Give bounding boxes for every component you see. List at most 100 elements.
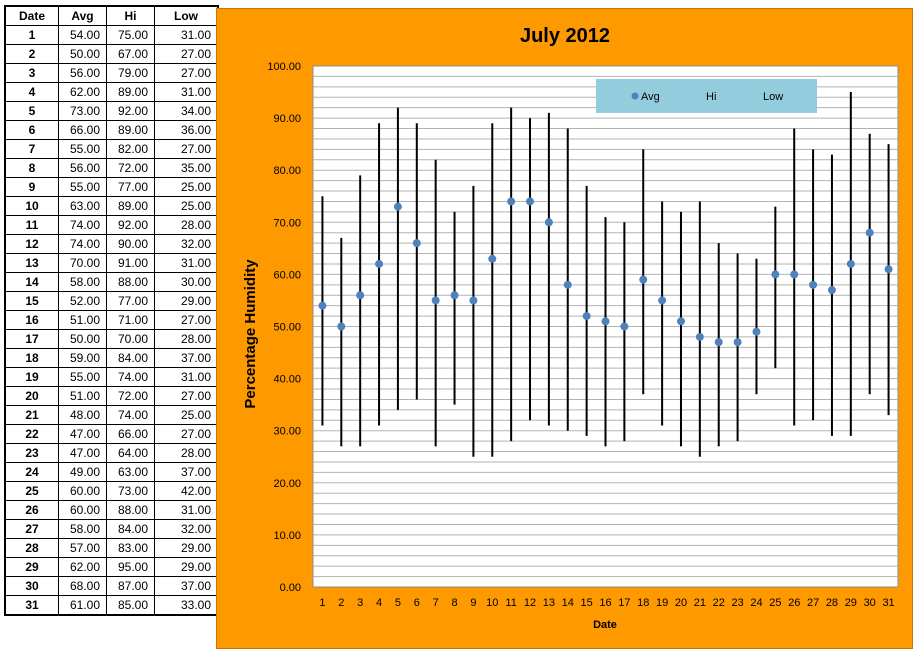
cell-hi: 72.00: [106, 158, 155, 178]
avg-point: [450, 291, 459, 300]
cell-hi: 89.00: [106, 196, 155, 216]
cell-hi: 90.00: [106, 234, 155, 254]
header-avg: Avg: [58, 5, 107, 26]
cell-hi: 88.00: [106, 272, 155, 292]
cell-avg: 66.00: [58, 120, 107, 140]
cell-avg: 47.00: [58, 424, 107, 444]
cell-low: 29.00: [154, 538, 219, 558]
cell-hi: 77.00: [106, 177, 155, 197]
avg-point: [658, 296, 667, 305]
x-axis-tick-labels: 1 2 3 4 5 6 7 8 9 10 11 12 13 14 15 16 17 18 19 20 21 22 23 24 2…: [319, 597, 894, 609]
chart-panel: July 2012 0.00 10.00 20.00 30.00 40.00 50.00 6…: [216, 8, 913, 649]
cell-hi: 84.00: [106, 348, 155, 368]
x-tick-label: 14: [562, 597, 574, 609]
cell-low: 27.00: [154, 63, 219, 83]
cell-date: 20: [4, 386, 59, 406]
avg-point: [620, 322, 629, 331]
avg-point: [318, 301, 327, 310]
y-tick-label: 10.00: [273, 530, 301, 542]
table-row: 23 47.00 64.00 28.00: [4, 443, 219, 463]
table-row: 30 68.00 87.00 37.00: [4, 576, 219, 596]
avg-point: [733, 338, 742, 347]
table-body: 1 54.00 75.00 31.00 2 50.00 67.00 27.00 3 56.00 79…: [4, 25, 219, 616]
cell-low: 28.00: [154, 215, 219, 235]
x-tick-label: 17: [618, 597, 630, 609]
table-row: 3 56.00 79.00 27.00: [4, 63, 219, 83]
x-tick-label: 22: [713, 597, 725, 609]
cell-avg: 51.00: [58, 310, 107, 330]
cell-date: 3: [4, 63, 59, 83]
legend-avg-label: Avg: [641, 91, 660, 103]
x-tick-label: 19: [656, 597, 668, 609]
cell-low: 29.00: [154, 291, 219, 311]
x-tick-label: 4: [376, 597, 382, 609]
cell-avg: 68.00: [58, 576, 107, 596]
cell-date: 28: [4, 538, 59, 558]
header-hi: Hi: [106, 5, 155, 26]
cell-date: 12: [4, 234, 59, 254]
cell-avg: 49.00: [58, 462, 107, 482]
cell-hi: 75.00: [106, 25, 155, 45]
cell-date: 2: [4, 44, 59, 64]
y-tick-label: 20.00: [273, 478, 301, 490]
table-row: 13 70.00 91.00 31.00: [4, 253, 219, 273]
avg-point: [790, 270, 799, 279]
avg-point: [695, 332, 704, 341]
cell-avg: 62.00: [58, 82, 107, 102]
cell-date: 7: [4, 139, 59, 159]
table-row: 16 51.00 71.00 27.00: [4, 310, 219, 330]
table-row: 21 48.00 74.00 25.00: [4, 405, 219, 425]
cell-low: 27.00: [154, 44, 219, 64]
hi-low-range-lines: [321, 92, 890, 457]
cell-avg: 55.00: [58, 367, 107, 387]
y-tick-label: 30.00: [273, 426, 301, 438]
avg-point: [771, 270, 780, 279]
table-header-row: Date Avg Hi Low: [4, 5, 219, 26]
cell-avg: 74.00: [58, 234, 107, 254]
y-tick-label: 0.00: [280, 582, 301, 594]
cell-avg: 74.00: [58, 215, 107, 235]
cell-avg: 51.00: [58, 386, 107, 406]
cell-hi: 73.00: [106, 481, 155, 501]
cell-hi: 74.00: [106, 405, 155, 425]
y-tick-label: 90.00: [273, 113, 301, 125]
cell-avg: 47.00: [58, 443, 107, 463]
avg-point: [544, 218, 553, 227]
avg-point: [676, 317, 685, 326]
cell-avg: 73.00: [58, 101, 107, 121]
table-row: 31 61.00 85.00 33.00: [4, 595, 219, 616]
x-tick-label: 8: [451, 597, 457, 609]
cell-hi: 95.00: [106, 557, 155, 577]
cell-date: 22: [4, 424, 59, 444]
avg-point: [809, 280, 818, 289]
table-row: 2 50.00 67.00 27.00: [4, 44, 219, 64]
cell-date: 29: [4, 557, 59, 577]
x-tick-label: 10: [486, 597, 498, 609]
table-row: 1 54.00 75.00 31.00: [4, 25, 219, 45]
cell-hi: 71.00: [106, 310, 155, 330]
cell-low: 36.00: [154, 120, 219, 140]
cell-date: 30: [4, 576, 59, 596]
x-tick-label: 1: [319, 597, 325, 609]
cell-low: 27.00: [154, 310, 219, 330]
cell-low: 25.00: [154, 196, 219, 216]
cell-hi: 77.00: [106, 291, 155, 311]
legend-avg-marker: [631, 92, 639, 100]
y-axis-title: Percentage Humidity: [242, 259, 259, 409]
avg-point: [563, 280, 572, 289]
cell-low: 28.00: [154, 443, 219, 463]
table-row: 19 55.00 74.00 31.00: [4, 367, 219, 387]
cell-low: 32.00: [154, 519, 219, 539]
y-axis-tick-labels: 0.00 10.00 20.00 30.00 40.00 50.00 60.00 70.00 8…: [267, 61, 301, 594]
table-row: 11 74.00 92.00 28.00: [4, 215, 219, 235]
avg-point: [865, 228, 874, 237]
cell-avg: 60.00: [58, 500, 107, 520]
avg-point: [582, 312, 591, 321]
avg-point: [507, 197, 516, 206]
cell-low: 35.00: [154, 158, 219, 178]
table-row: 14 58.00 88.00 30.00: [4, 272, 219, 292]
x-tick-label: 7: [433, 597, 439, 609]
cell-avg: 62.00: [58, 557, 107, 577]
cell-avg: 56.00: [58, 63, 107, 83]
avg-point: [375, 259, 384, 268]
